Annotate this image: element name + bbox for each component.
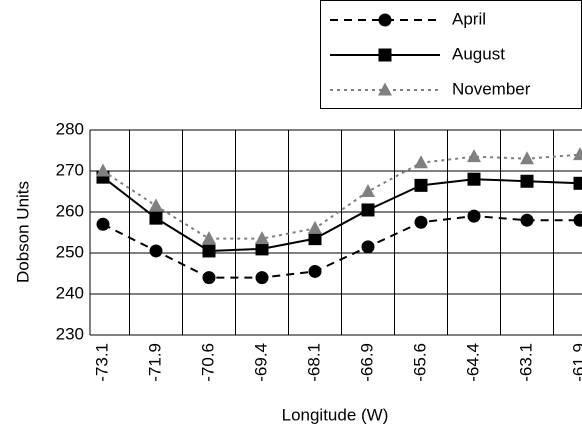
y-tick-label: 270: [56, 160, 84, 179]
x-tick-label: -73.1: [92, 343, 111, 382]
y-axis-title: Dobson Units: [13, 181, 32, 283]
data-point: [414, 155, 428, 169]
data-point: [255, 271, 269, 285]
data-point: [361, 203, 375, 217]
y-tick-label: 240: [56, 283, 84, 302]
y-tick-label: 280: [56, 119, 84, 138]
x-tick-label: -69.4: [251, 343, 270, 382]
data-point: [308, 220, 322, 234]
data-point: [308, 232, 322, 246]
legend-marker: [378, 82, 392, 96]
legend-marker: [378, 48, 392, 62]
y-tick-label: 230: [56, 324, 84, 343]
x-tick-label: -64.4: [463, 343, 482, 382]
legend-label: August: [452, 44, 505, 63]
x-axis-title: Longitude (W): [282, 405, 389, 424]
data-point: [520, 213, 534, 227]
x-tick-label: -63.1: [516, 343, 535, 382]
data-point: [96, 217, 110, 231]
data-point: [202, 244, 216, 258]
data-point: [414, 215, 428, 229]
data-point: [467, 209, 481, 223]
data-point: [96, 163, 110, 177]
data-point: [573, 147, 582, 161]
data-point: [308, 264, 322, 278]
y-tick-label: 250: [56, 242, 84, 261]
data-point: [149, 211, 163, 225]
data-point: [414, 178, 428, 192]
y-tick-label: 260: [56, 201, 84, 220]
data-point: [202, 271, 216, 285]
legend-marker: [378, 13, 392, 27]
data-point: [467, 172, 481, 186]
data-point: [467, 149, 481, 163]
legend-label: November: [452, 79, 531, 98]
data-point: [520, 151, 534, 165]
data-point: [361, 184, 375, 197]
x-tick-label: -65.6: [410, 343, 429, 382]
data-point: [202, 231, 216, 245]
x-tick-label: -68.1: [304, 343, 323, 382]
data-point: [573, 213, 582, 227]
data-point: [255, 242, 269, 256]
legend-label: April: [452, 9, 486, 28]
x-tick-label: -66.9: [357, 343, 376, 382]
data-point: [520, 174, 534, 188]
data-point: [361, 240, 375, 254]
data-point: [149, 244, 163, 258]
data-point: [149, 198, 163, 212]
x-tick-label: -70.6: [198, 343, 217, 382]
data-point: [255, 231, 269, 245]
series-line: [102, 215, 580, 279]
x-tick-label: -71.9: [145, 343, 164, 382]
data-point: [573, 176, 582, 190]
series-line: [102, 176, 581, 252]
x-tick-label: -61.9: [569, 343, 582, 382]
